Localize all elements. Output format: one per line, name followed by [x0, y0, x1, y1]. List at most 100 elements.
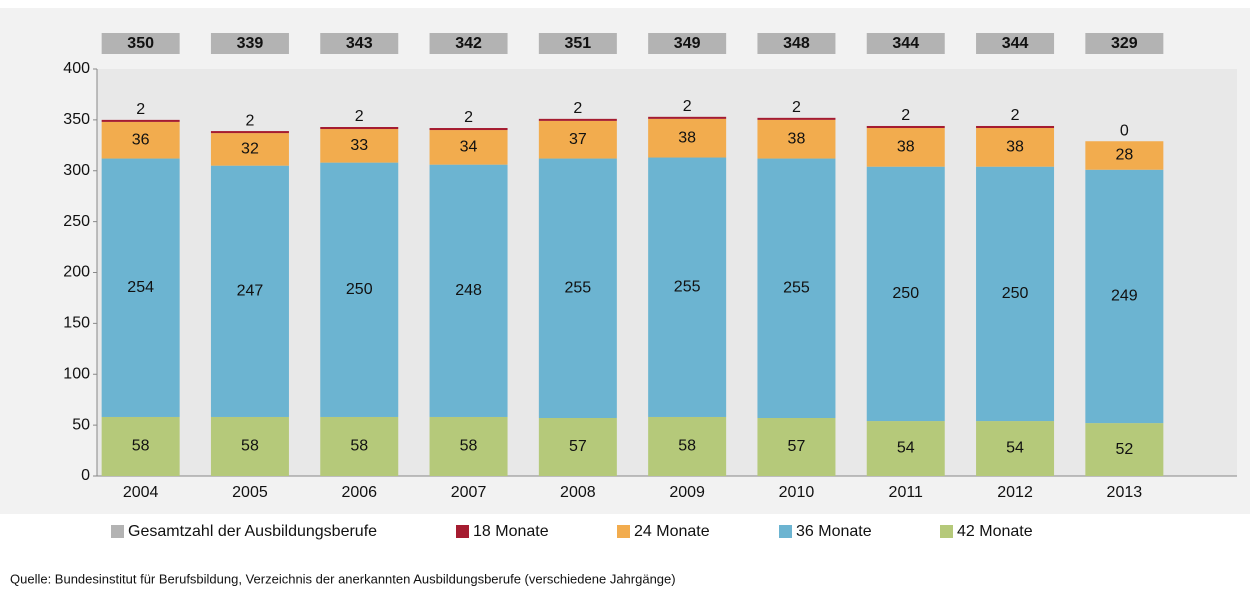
total-box: [429, 33, 508, 54]
y-tick-label: 200: [63, 264, 90, 281]
bar-segment: [320, 416, 399, 476]
bar-segment: [976, 421, 1055, 476]
bar-segment: [320, 162, 399, 417]
data-label: 58: [678, 438, 696, 455]
data-label: 58: [132, 438, 150, 455]
bar-segment: [429, 416, 508, 476]
data-label: 36: [132, 131, 150, 148]
data-label: 54: [897, 440, 915, 457]
y-tick-label: 150: [63, 315, 90, 332]
total-box: [320, 33, 399, 54]
data-label: 38: [897, 139, 915, 156]
data-label: 248: [455, 282, 482, 299]
total-box: [866, 33, 945, 54]
y-tick-label: 300: [63, 162, 90, 179]
total-label: 339: [237, 35, 264, 52]
bar-segment: [210, 416, 289, 476]
bar-segment: [866, 166, 945, 422]
bar-segment: [320, 129, 399, 163]
bar-segment: [101, 416, 180, 476]
legend-label: 18 Monate: [473, 523, 549, 540]
data-label: 250: [1002, 285, 1029, 302]
bar-segment: [976, 125, 1055, 129]
bar-segment: [1085, 169, 1164, 424]
data-label: 255: [564, 279, 591, 296]
bar-segment: [1085, 141, 1164, 170]
legend-label: 36 Monate: [796, 523, 872, 540]
bar-segment: [648, 118, 727, 158]
total-label: 344: [1002, 35, 1029, 52]
bar-segment: [1085, 423, 1164, 476]
data-label: 52: [1115, 441, 1133, 458]
bar-segment: [757, 418, 836, 476]
data-label: 249: [1111, 288, 1138, 305]
legend-swatch: [779, 525, 792, 538]
y-tick-label: 100: [63, 365, 90, 382]
bar-segment: [866, 125, 945, 129]
data-label: 54: [1006, 440, 1024, 457]
total-box: [1085, 33, 1164, 54]
bar-segment: [976, 166, 1055, 422]
total-label: 350: [127, 35, 154, 52]
y-tick-label: 50: [72, 416, 90, 433]
bar-segment: [429, 164, 508, 417]
x-tick-label: 2008: [560, 484, 596, 501]
y-tick-label: 0: [81, 467, 90, 484]
bar-segment: [757, 119, 836, 159]
x-tick-label: 2012: [997, 484, 1033, 501]
data-label: 2: [464, 109, 473, 126]
x-tick-label: 2005: [232, 484, 268, 501]
data-label: 58: [350, 438, 368, 455]
bar-segment: [757, 158, 836, 419]
y-tick-label: 400: [63, 60, 90, 77]
total-label: 351: [564, 35, 591, 52]
data-label: 2: [355, 108, 364, 125]
data-label: 38: [1006, 139, 1024, 156]
y-tick-label: 350: [63, 111, 90, 128]
data-label: 2: [245, 112, 254, 129]
legend-label: 24 Monate: [634, 523, 710, 540]
data-label: 32: [241, 141, 259, 158]
total-box: [538, 33, 617, 54]
bar-segment: [538, 120, 617, 159]
data-label: 250: [346, 281, 373, 298]
data-label: 2: [683, 98, 692, 115]
x-tick-label: 2010: [779, 484, 815, 501]
total-label: 342: [455, 35, 482, 52]
x-tick-label: 2011: [889, 484, 924, 501]
legend-swatch: [940, 525, 953, 538]
data-label: 38: [788, 130, 806, 147]
data-label: 34: [460, 139, 478, 156]
bar-segment: [429, 130, 508, 165]
legend-swatch: [617, 525, 630, 538]
x-tick-label: 2009: [669, 484, 705, 501]
x-tick-label: 2006: [341, 484, 377, 501]
data-label: 57: [569, 438, 587, 455]
bar-segment: [866, 421, 945, 476]
data-label: 2: [136, 101, 145, 118]
bar-segment: [976, 128, 1055, 167]
data-label: 57: [788, 438, 806, 455]
total-label: 343: [346, 35, 373, 52]
data-label: 28: [1115, 147, 1133, 164]
data-label: 2: [1011, 107, 1020, 124]
data-label: 255: [783, 279, 810, 296]
bar-segment: [538, 418, 617, 476]
total-box: [210, 33, 289, 54]
legend-label: Gesamtzahl der Ausbildungsberufe: [128, 523, 377, 540]
data-label: 2: [792, 99, 801, 116]
bar-segment: [210, 131, 289, 134]
total-label: 349: [674, 35, 701, 52]
legend-swatch: [456, 525, 469, 538]
x-tick-label: 2013: [1107, 484, 1143, 501]
bar-segment: [538, 158, 617, 419]
data-label: 2: [573, 100, 582, 117]
data-label: 254: [127, 279, 154, 296]
total-box: [101, 33, 180, 54]
data-label: 250: [892, 285, 919, 302]
total-label: 329: [1111, 35, 1138, 52]
data-label: 37: [569, 131, 587, 148]
bar-segment: [210, 133, 289, 166]
